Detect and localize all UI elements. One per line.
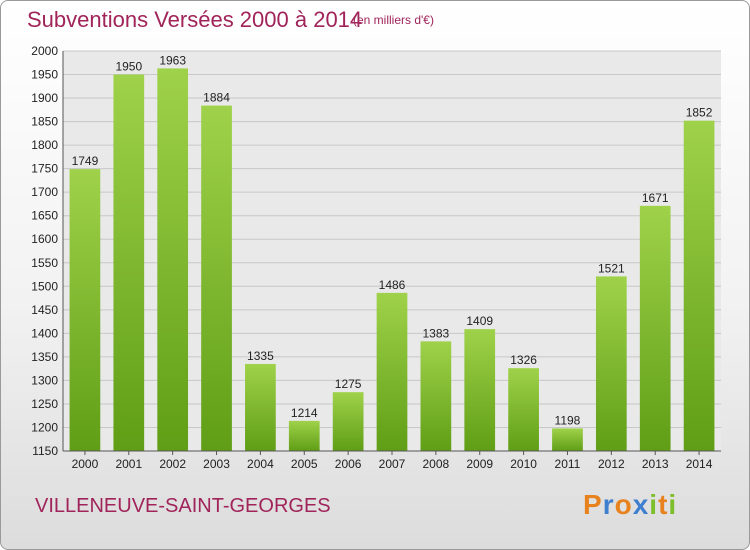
bar [420,341,452,451]
data-label: 1214 [291,406,318,420]
x-tick-label: 2009 [466,457,493,471]
x-tick-label: 2001 [115,457,142,471]
y-tick-label: 2000 [31,44,58,58]
data-label: 1326 [510,353,537,367]
bar [639,205,671,451]
x-tick-label: 2006 [335,457,362,471]
x-tick-label: 2012 [598,457,625,471]
bar [113,74,145,451]
data-label: 1335 [247,349,274,363]
data-label: 1198 [555,413,581,427]
brand-logo: Proxiti [583,489,677,521]
data-label: 1521 [598,261,625,275]
x-tick-label: 2011 [555,457,581,471]
bars: 1749 1950 1963 1884 1335 1214 1275 1486 1383 1409… [69,53,715,452]
bar [508,368,539,451]
x-tick-label: 2007 [379,457,406,471]
y-tick-label: 1600 [31,232,58,246]
x-tick-label: 2010 [510,457,537,471]
data-label: 1486 [379,278,406,292]
bar [69,169,101,451]
axes: 1150 1200 1250 1300 1350 1400 1450 1500 1550 1600… [31,44,721,471]
x-tick-label: 2014 [686,457,713,471]
x-tick-label: 2008 [423,457,450,471]
x-tick-label: 2002 [159,457,186,471]
commune-name: VILLENEUVE-SAINT-GEORGES [35,495,331,517]
bar [201,105,232,452]
brand-letter: t [658,489,669,520]
data-label: 1671 [642,191,669,205]
data-label: 1383 [423,326,450,340]
bar [464,329,496,451]
bar [376,292,408,451]
x-tick-label: 2013 [642,457,669,471]
y-tick-label: 1450 [31,303,58,317]
bar [552,428,583,451]
y-tick-label: 1950 [31,68,58,82]
data-label: 1963 [159,53,186,67]
chart-subtitle: (en milliers d'€) [353,13,434,27]
y-tick-label: 1850 [31,115,58,129]
x-tick-label: 2004 [247,457,274,471]
y-tick-label: 1550 [31,256,58,270]
y-tick-label: 1300 [31,373,58,387]
y-tick-label: 1400 [31,326,58,340]
x-tick-label: 2003 [203,457,230,471]
data-label: 1950 [115,60,142,74]
bar [595,276,627,451]
y-tick-label: 1250 [31,397,58,411]
y-tick-label: 1500 [31,279,58,293]
brand-letter: i [668,489,678,520]
y-tick-label: 1800 [31,138,58,152]
bar [157,68,189,451]
x-tick-label: 2000 [72,457,99,471]
bar [683,120,715,451]
y-tick-label: 1750 [31,162,58,176]
data-label: 1409 [466,314,493,328]
chart-title: Subventions Versées 2000 à 2014 [27,7,363,32]
brand-letter: r [602,489,615,520]
bar [245,363,276,451]
data-label: 1852 [686,106,713,120]
data-label: 1884 [203,91,230,105]
data-label: 1749 [72,154,99,168]
y-tick-label: 1700 [31,185,58,199]
brand-letter: P [583,489,603,520]
y-tick-label: 1350 [31,350,58,364]
bar [288,420,320,451]
y-tick-label: 1650 [31,209,58,223]
y-tick-label: 1900 [31,91,58,105]
x-tick-label: 2005 [291,457,318,471]
y-tick-label: 1200 [31,420,58,434]
data-label: 1275 [335,377,362,391]
brand-letter: i [649,489,659,520]
brand-letter: o [614,489,633,520]
y-tick-label: 1150 [32,444,58,458]
brand-letter: x [632,489,650,520]
bar [332,392,364,451]
